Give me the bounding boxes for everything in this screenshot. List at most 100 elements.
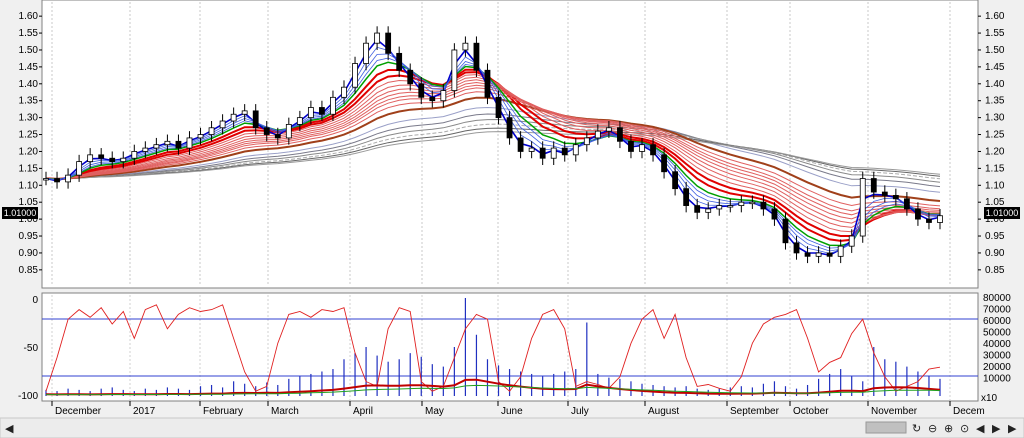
candle-body [396,52,403,71]
zoom-out-icon[interactable]: ⊖ [928,422,937,435]
candle-body [915,208,921,220]
month-label: March [271,406,299,417]
price-tick-label: 1.50 [985,45,1005,56]
candle-body [605,127,612,132]
candle-body [462,42,469,51]
price-tick-label: 1.55 [985,28,1005,39]
osc-tick-label: -50 [24,343,39,354]
candle-body [54,178,60,183]
candle-body [771,208,778,220]
candle-body [903,198,910,210]
month-label: Decem [953,406,985,417]
candle-body [639,144,645,152]
candle-body [230,113,237,122]
price-tick-label: 0.95 [985,231,1005,242]
price-axis-left: 1.60 1.55 1.50 1.45 1.40 1.35 1.30 1.25 1.20 1.15… [19,11,42,276]
zoom-reset-icon[interactable]: ⊙ [960,422,969,435]
scroll-left-icon[interactable]: ◀ [5,422,14,435]
candle-body [793,242,800,254]
candle-body [197,134,204,139]
candle-body [131,151,138,159]
candlesticks [43,26,943,264]
candle-body [506,117,513,139]
brown-ma-line [45,96,941,202]
candle-body [385,32,392,54]
price-tick-label: 1.25 [19,130,39,141]
candle-body [109,157,116,163]
month-label: July [571,406,589,417]
candle-body [528,147,535,152]
first-page-icon[interactable]: ◀ [976,422,985,435]
blue-ma-line [45,57,941,249]
price-tick-label: 1.20 [19,146,39,157]
candle-body [407,69,414,85]
month-label: February [203,406,243,417]
price-tick-label: 1.25 [985,130,1005,141]
candle-body [826,252,833,257]
volume-tick-label: 80000 [983,293,1011,304]
price-tick-label: 1.35 [985,96,1005,107]
price-tick-label: 1.10 [985,180,1005,191]
scrollbar-thumb[interactable] [865,421,907,434]
next-icon[interactable]: ▶ [992,422,1001,435]
candle-body [440,90,447,102]
price-tick-label: 1.00 [985,214,1005,225]
long-ma-line [45,118,941,183]
long-ma-line [45,123,941,180]
candle-body [617,127,623,142]
price-tick-label: 1.50 [19,45,39,56]
candle-body [418,83,425,98]
candle-body [716,205,723,210]
candle-body [683,188,690,206]
candle-body [186,137,193,149]
candle-body [804,252,811,257]
candle-body [517,137,524,152]
candle-body [815,252,822,257]
volume-long-average-line [46,384,941,396]
price-tick-label: 1.05 [19,197,39,208]
volume-bars [45,298,941,396]
candle-body [274,134,281,139]
volume-tick-label: 20000 [983,362,1011,373]
price-tick-label: 1.45 [19,62,39,73]
month-label: October [793,406,829,417]
candle-body [848,235,855,247]
month-label: August [648,406,679,417]
candle-body [341,86,347,98]
price-tick-label: 1.35 [19,96,39,107]
long-ma-line [45,131,941,180]
candle-body [495,96,502,119]
price-tick-label: 1.20 [985,146,1005,157]
oscillator-lines [45,304,941,396]
candle-body [550,147,557,159]
month-label: 2017 [133,406,156,417]
price-tick-label: 1.60 [19,11,39,22]
zoom-in-icon[interactable]: ⊕ [944,422,953,435]
red-ma-line [45,91,941,207]
oscillator-axis: 0 -50 -100 [18,295,38,402]
osc-tick-label: 0 [32,295,38,306]
candle-body [694,205,701,213]
candle-body [319,107,325,115]
month-label: June [501,406,523,417]
refresh-icon[interactable]: ↻ [912,422,921,435]
price-tick-label: 1.30 [19,113,39,124]
price-tick-label: 1.40 [19,79,39,90]
scrollbar-track[interactable] [0,417,1024,438]
candle-body [594,130,601,139]
candle-body [859,178,866,237]
candle-body [120,157,127,163]
red-ma-line [45,71,941,237]
candle-body [782,218,789,244]
candle-body [363,42,369,64]
candle-body [583,137,590,146]
last-page-icon[interactable]: ▶ [1008,422,1017,435]
candle-body [65,174,71,183]
candle-body [539,147,546,159]
candle-body [672,171,679,190]
candle-body [837,245,844,257]
month-label: September [730,406,780,417]
month-axis: December 2017 February March April May June Jul… [51,401,985,417]
osc-tick-label: -100 [18,391,38,402]
